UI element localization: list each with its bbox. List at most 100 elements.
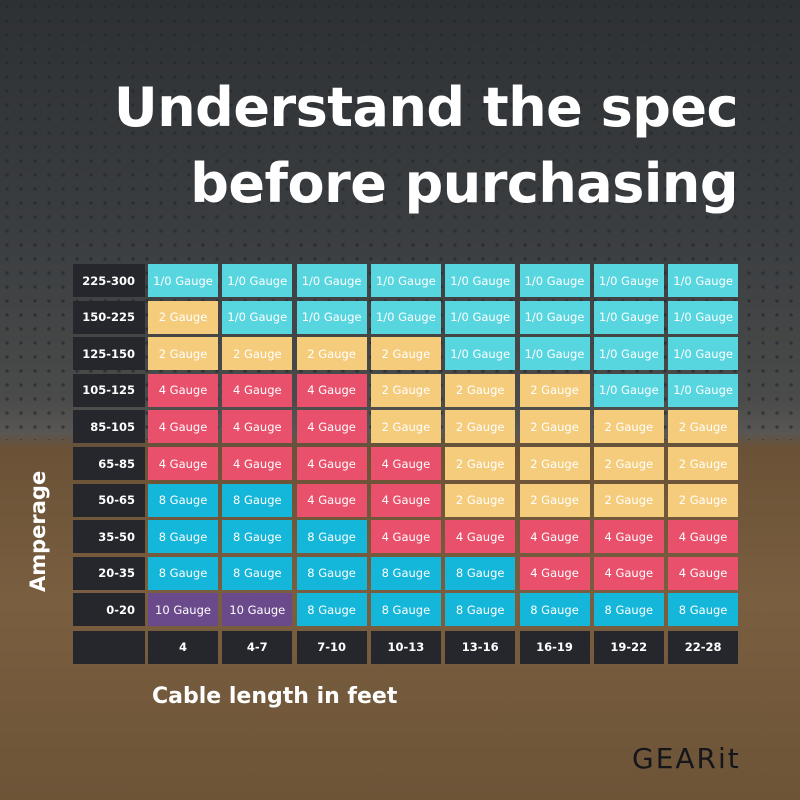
gauge-cell: 2 Gauge <box>445 447 516 480</box>
brand-logo: GEARit <box>632 742 741 775</box>
gauge-cell: 1/0 Gauge <box>296 300 367 334</box>
gauge-cell: 2 Gauge <box>445 410 516 444</box>
row-label: 35-50 <box>73 520 145 554</box>
column-label: 22-28 <box>668 630 739 664</box>
x-axis-label: Cable length in feet <box>152 684 398 709</box>
gauge-cell: 4 Gauge <box>519 556 590 590</box>
gauge-cell: 8 Gauge <box>296 556 367 590</box>
row-label: 105-125 <box>73 373 145 407</box>
gauge-cell: 1/0 Gauge <box>593 373 664 407</box>
gauge-cell: 1/0 Gauge <box>593 300 664 334</box>
gauge-cell: 4 Gauge <box>296 410 367 444</box>
row-label: 0-20 <box>73 593 145 627</box>
gauge-cell: 8 Gauge <box>370 556 441 590</box>
headline-line-2: before purchasing <box>190 152 738 215</box>
gauge-cell: 2 Gauge <box>370 373 441 407</box>
gauge-cell: 8 Gauge <box>445 556 516 590</box>
y-axis-label: Amperage <box>26 470 50 592</box>
gauge-cell: 4 Gauge <box>222 447 293 480</box>
gauge-cell: 4 Gauge <box>148 410 218 444</box>
gauge-cell: 10 Gauge <box>222 593 293 627</box>
gauge-cell: 8 Gauge <box>370 593 441 627</box>
gauge-cell: 2 Gauge <box>668 410 739 444</box>
gauge-cell: 2 Gauge <box>668 447 739 480</box>
gauge-cell: 8 Gauge <box>519 593 590 627</box>
gauge-cell: 1/0 Gauge <box>148 264 218 297</box>
gauge-cell: 2 Gauge <box>519 483 590 517</box>
gauge-cell: 1/0 Gauge <box>445 300 516 334</box>
row-label: 65-85 <box>73 447 145 480</box>
gauge-cell: 4 Gauge <box>445 520 516 554</box>
row-label: 85-105 <box>73 410 145 444</box>
gauge-cell: 4 Gauge <box>593 520 664 554</box>
gauge-cell: 1/0 Gauge <box>222 264 293 297</box>
gauge-cell: 1/0 Gauge <box>370 300 441 334</box>
gauge-cell: 2 Gauge <box>148 300 218 334</box>
headline-line-1: Understand the spec <box>113 76 739 139</box>
gauge-cell: 1/0 Gauge <box>370 264 441 297</box>
column-label: 19-22 <box>593 630 664 664</box>
gauge-cell: 1/0 Gauge <box>519 337 590 371</box>
row-label: 50-65 <box>73 483 145 517</box>
gauge-cell: 4 Gauge <box>296 483 367 517</box>
gauge-cell: 1/0 Gauge <box>668 373 739 407</box>
gauge-cell: 2 Gauge <box>519 410 590 444</box>
gauge-cell: 2 Gauge <box>370 337 441 371</box>
gauge-cell: 1/0 Gauge <box>222 300 293 334</box>
gauge-cell: 2 Gauge <box>148 337 218 371</box>
gauge-cell: 8 Gauge <box>296 593 367 627</box>
gauge-cell: 1/0 Gauge <box>593 337 664 371</box>
gauge-cell: 2 Gauge <box>593 410 664 444</box>
gauge-cell: 8 Gauge <box>445 593 516 627</box>
gauge-cell: 4 Gauge <box>296 447 367 480</box>
gauge-cell: 2 Gauge <box>519 447 590 480</box>
column-label: 10-13 <box>370 630 441 664</box>
corner-cell <box>73 630 145 664</box>
gauge-cell: 2 Gauge <box>445 373 516 407</box>
column-label: 4 <box>148 630 218 664</box>
gauge-cell: 4 Gauge <box>668 520 739 554</box>
column-label: 16-19 <box>519 630 590 664</box>
gauge-cell: 2 Gauge <box>519 373 590 407</box>
gauge-cell: 8 Gauge <box>148 483 218 517</box>
gauge-cell: 1/0 Gauge <box>668 264 739 297</box>
gauge-cell: 1/0 Gauge <box>668 300 739 334</box>
gauge-cell: 8 Gauge <box>593 593 664 627</box>
gauge-cell: 2 Gauge <box>668 483 739 517</box>
gauge-cell: 1/0 Gauge <box>445 264 516 297</box>
gauge-cell: 8 Gauge <box>222 556 293 590</box>
gauge-cell: 4 Gauge <box>370 447 441 480</box>
gauge-cell: 2 Gauge <box>222 337 293 371</box>
gauge-cell: 4 Gauge <box>519 520 590 554</box>
gauge-cell: 1/0 Gauge <box>593 264 664 297</box>
gauge-cell: 1/0 Gauge <box>519 300 590 334</box>
gauge-cell: 1/0 Gauge <box>445 337 516 371</box>
column-label: 7-10 <box>296 630 367 664</box>
gauge-cell: 4 Gauge <box>148 447 218 480</box>
row-label: 225-300 <box>73 264 145 297</box>
column-label: 4-7 <box>222 630 293 664</box>
gauge-cell: 4 Gauge <box>593 556 664 590</box>
gauge-cell: 8 Gauge <box>222 483 293 517</box>
gauge-cell: 2 Gauge <box>593 447 664 480</box>
gauge-cell: 8 Gauge <box>222 520 293 554</box>
gauge-cell: 4 Gauge <box>370 483 441 517</box>
gauge-cell: 8 Gauge <box>668 593 739 627</box>
gauge-cell: 2 Gauge <box>593 483 664 517</box>
gauge-cell: 10 Gauge <box>148 593 218 627</box>
gauge-cell: 2 Gauge <box>445 483 516 517</box>
row-label: 125-150 <box>73 337 145 371</box>
gauge-cell: 4 Gauge <box>370 520 441 554</box>
gauge-cell: 4 Gauge <box>296 373 367 407</box>
gauge-cell: 8 Gauge <box>296 520 367 554</box>
gauge-cell: 4 Gauge <box>668 556 739 590</box>
gauge-cell: 1/0 Gauge <box>519 264 590 297</box>
row-label: 150-225 <box>73 300 145 334</box>
gauge-cell: 2 Gauge <box>370 410 441 444</box>
gauge-cell: 2 Gauge <box>296 337 367 371</box>
column-label: 13-16 <box>445 630 516 664</box>
gauge-cell: 1/0 Gauge <box>668 337 739 371</box>
headline: Understand the spec before purchasing <box>113 70 739 222</box>
gauge-cell: 1/0 Gauge <box>296 264 367 297</box>
gauge-cell: 8 Gauge <box>148 556 218 590</box>
